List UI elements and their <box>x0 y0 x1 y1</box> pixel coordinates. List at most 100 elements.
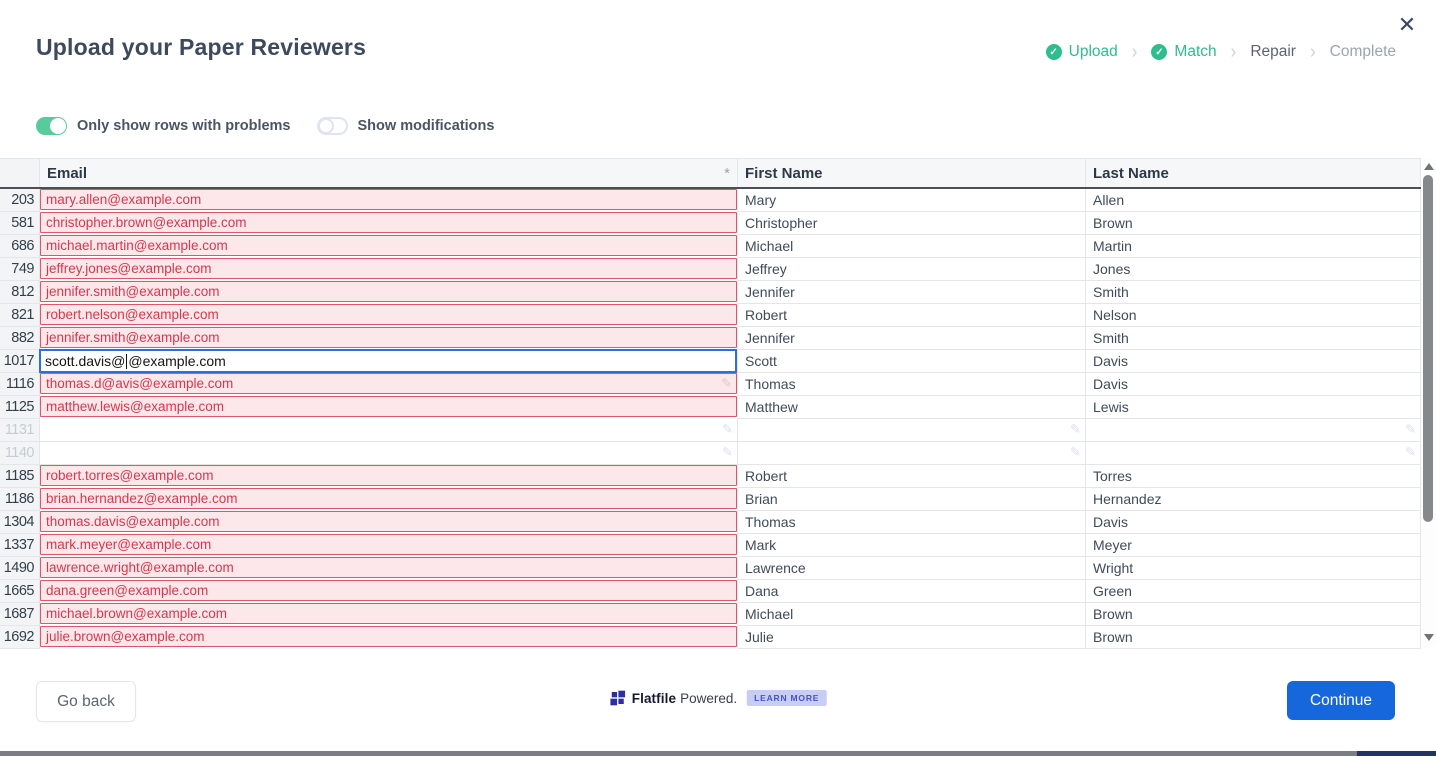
email-error-value: julie.brown@example.com <box>40 626 737 647</box>
last-name-cell[interactable]: Smith <box>1086 327 1421 350</box>
row-number: 203 <box>0 189 40 212</box>
email-cell[interactable]: lawrence.wright@example.com <box>40 557 738 580</box>
first-name-cell[interactable]: Julie <box>738 626 1086 649</box>
email-cell[interactable]: thomas.davis@example.com <box>40 511 738 534</box>
go-back-button[interactable]: Go back <box>36 681 136 722</box>
show-modifications-toggle[interactable] <box>316 117 348 135</box>
email-cell[interactable]: mary.allen@example.com <box>40 189 738 212</box>
first-name-cell[interactable]: Thomas <box>738 373 1086 396</box>
first-name-cell[interactable]: Brian <box>738 488 1086 511</box>
row-number: 1017 <box>0 350 40 373</box>
last-name-cell[interactable]: Davis <box>1086 511 1421 534</box>
last-name-cell[interactable]: Wright <box>1086 557 1421 580</box>
email-cell[interactable]: michael.brown@example.com <box>40 603 738 626</box>
email-cell[interactable]: michael.martin@example.com <box>40 235 738 258</box>
first-name-cell[interactable]: Matthew <box>738 396 1086 419</box>
first-name-cell[interactable]: Jennifer <box>738 327 1086 350</box>
table-row: 1665 dana.green@example.com Dana Green <box>0 580 1421 603</box>
vertical-scrollbar[interactable] <box>1421 158 1436 647</box>
first-name-cell[interactable]: Mary <box>738 189 1086 212</box>
last-name-cell[interactable]: ✎ <box>1086 442 1421 465</box>
edit-pencil-icon: ✎ <box>1405 421 1416 437</box>
stepper: ✓ Upload › ✓ Match › Repair › Complete <box>1045 40 1396 63</box>
email-edit-input[interactable]: scott.davis@ @example.com <box>39 349 737 373</box>
first-name-cell[interactable]: ✎ <box>738 442 1086 465</box>
first-name-cell[interactable]: ✎ <box>738 419 1086 442</box>
step-match[interactable]: ✓ Match <box>1151 43 1217 61</box>
email-cell[interactable]: robert.nelson@example.com <box>40 304 738 327</box>
text-caret <box>126 353 128 369</box>
email-cell[interactable]: christopher.brown@example.com <box>40 212 738 235</box>
continue-button[interactable]: Continue <box>1286 681 1395 720</box>
last-name-cell[interactable]: Nelson <box>1086 304 1421 327</box>
last-name-cell[interactable]: Meyer <box>1086 534 1421 557</box>
close-icon[interactable]: ✕ <box>1397 12 1417 37</box>
last-name-cell[interactable]: Allen <box>1086 189 1421 212</box>
row-number: 1185 <box>0 465 40 488</box>
step-repair[interactable]: Repair <box>1250 43 1296 61</box>
email-error-value: michael.brown@example.com <box>40 603 737 624</box>
email-cell[interactable]: mark.meyer@example.com <box>40 534 738 557</box>
column-header-first-name[interactable]: First Name <box>738 159 1086 187</box>
last-name-cell[interactable]: Green <box>1086 580 1421 603</box>
email-error-value: matthew.lewis@example.com <box>40 396 737 417</box>
scroll-down-icon[interactable] <box>1424 634 1434 641</box>
first-name-cell[interactable]: Lawrence <box>738 557 1086 580</box>
table-row: 812 jennifer.smith@example.com Jennifer Smi… <box>0 281 1421 304</box>
first-name-cell[interactable]: Mark <box>738 534 1086 557</box>
last-name-cell[interactable]: Brown <box>1086 212 1421 235</box>
last-name-cell[interactable]: Davis <box>1086 373 1421 396</box>
last-name-cell[interactable]: Torres <box>1086 465 1421 488</box>
email-cell[interactable]: jennifer.smith@example.com <box>40 327 738 350</box>
first-name-cell[interactable]: Michael <box>738 603 1086 626</box>
first-name-cell[interactable]: Scott <box>738 350 1086 373</box>
only-problems-toggle[interactable] <box>36 117 67 135</box>
check-icon: ✓ <box>1045 44 1062 60</box>
last-name-cell[interactable]: Brown <box>1086 626 1421 649</box>
scroll-up-icon[interactable] <box>1424 163 1434 170</box>
learn-more-badge[interactable]: LEARN MORE <box>747 690 827 706</box>
email-cell[interactable]: jennifer.smith@example.com <box>40 281 738 304</box>
email-error-value: jennifer.smith@example.com <box>40 327 737 348</box>
last-name-cell[interactable]: Smith <box>1086 281 1421 304</box>
row-number: 1125 <box>0 396 40 419</box>
first-name-cell[interactable]: Michael <box>738 235 1086 258</box>
last-name-cell[interactable]: Jones <box>1086 258 1421 281</box>
step-upload[interactable]: ✓ Upload <box>1045 43 1118 61</box>
edit-pencil-icon: ✎ <box>722 444 733 460</box>
email-cell[interactable]: robert.torres@example.com <box>40 465 738 488</box>
email-cell[interactable]: matthew.lewis@example.com <box>40 396 738 419</box>
first-name-cell[interactable]: Thomas <box>738 511 1086 534</box>
first-name-cell[interactable]: Christopher <box>738 212 1086 235</box>
last-name-cell[interactable]: Lewis <box>1086 396 1421 419</box>
email-cell[interactable]: ✎ <box>40 419 738 442</box>
email-cell[interactable]: scott.davis@ @example.com <box>39 349 738 373</box>
row-number: 882 <box>0 327 40 350</box>
last-name-cell[interactable]: Davis <box>1086 350 1421 373</box>
first-name-cell[interactable]: Jeffrey <box>738 258 1086 281</box>
brand-suffix: Powered. <box>680 690 738 706</box>
table-row: 1131 ✎ ✎ ✎ <box>0 419 1421 442</box>
first-name-cell[interactable]: Jennifer <box>738 281 1086 304</box>
first-name-cell[interactable]: Robert <box>738 304 1086 327</box>
column-header-email[interactable]: Email * <box>40 159 738 187</box>
email-cell[interactable]: jeffrey.jones@example.com <box>40 258 738 281</box>
row-number: 1692 <box>0 626 40 649</box>
last-name-cell[interactable]: Martin <box>1086 235 1421 258</box>
row-number: 1186 <box>0 488 40 511</box>
column-header-last-name[interactable]: Last Name <box>1086 159 1421 187</box>
email-cell[interactable]: brian.hernandez@example.com <box>40 488 738 511</box>
table-row: 686 michael.martin@example.com Michael Mart… <box>0 235 1421 258</box>
scrollbar-thumb[interactable] <box>1423 175 1433 522</box>
email-cell[interactable]: thomas.d@avis@example.com ✎ <box>40 373 738 396</box>
row-number: 686 <box>0 235 40 258</box>
email-cell[interactable]: julie.brown@example.com <box>40 626 738 649</box>
last-name-cell[interactable]: Brown <box>1086 603 1421 626</box>
email-cell[interactable]: dana.green@example.com <box>40 580 738 603</box>
first-name-cell[interactable]: Dana <box>738 580 1086 603</box>
first-name-cell[interactable]: Robert <box>738 465 1086 488</box>
last-name-cell[interactable]: ✎ <box>1086 419 1421 442</box>
email-cell[interactable]: ✎ <box>40 442 738 465</box>
show-modifications-label: Show modifications <box>357 118 495 134</box>
last-name-cell[interactable]: Hernandez <box>1086 488 1421 511</box>
